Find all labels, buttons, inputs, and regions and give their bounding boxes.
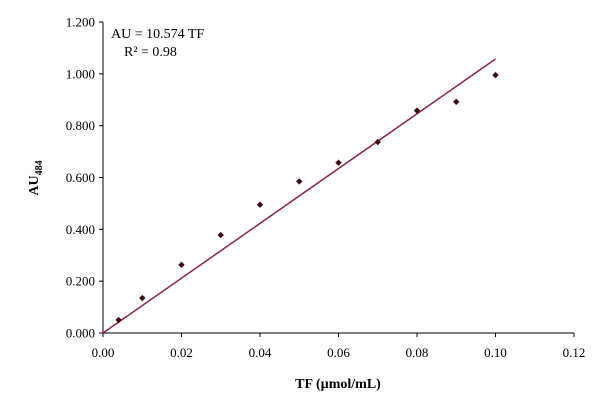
x-tick-label: 0.12 <box>563 345 586 360</box>
y-tick-label: 0.800 <box>66 118 95 133</box>
trendline <box>102 58 496 334</box>
data-point <box>256 201 264 208</box>
y-tick-label: 0.200 <box>66 274 95 289</box>
equation-annotation: AU = 10.574 TF <box>111 27 204 42</box>
data-point <box>296 178 303 185</box>
y-tick-label: 1.200 <box>66 15 95 30</box>
x-tick-label: 0.08 <box>406 345 429 360</box>
x-axis-ticks: 0.00 0.02 0.04 0.06 0.08 0.10 0.12 <box>92 333 586 360</box>
x-tick-label: 0.04 <box>249 345 272 360</box>
x-tick-label: 0.00 <box>92 345 115 360</box>
r-squared-annotation: R² = 0.98 <box>124 45 177 60</box>
x-tick-label: 0.10 <box>484 345 507 360</box>
y-tick-label: 0.000 <box>66 326 95 341</box>
x-axis-title: TF (µmol/mL) <box>295 377 381 392</box>
y-tick-label: 1.000 <box>66 66 95 81</box>
data-point <box>492 71 499 79</box>
y-axis-title: AU484 <box>27 160 45 195</box>
data-point <box>115 316 122 324</box>
y-tick-label: 0.400 <box>66 222 95 237</box>
data-point <box>453 98 460 106</box>
data-point <box>374 138 381 146</box>
data-point <box>413 107 421 114</box>
x-tick-label: 0.06 <box>327 345 350 360</box>
y-axis-ticks: 0.000 0.200 0.400 0.600 0.800 1.000 1.200 <box>66 15 103 341</box>
y-axis-title-main: AU <box>27 175 42 195</box>
data-point <box>178 261 185 269</box>
y-tick-label: 0.600 <box>66 170 95 185</box>
x-tick-label: 0.02 <box>170 345 193 360</box>
data-point <box>217 231 224 239</box>
y-axis-title-subscript: 484 <box>34 160 45 175</box>
data-point <box>139 294 146 302</box>
data-point <box>335 159 342 166</box>
data-points <box>115 71 499 324</box>
